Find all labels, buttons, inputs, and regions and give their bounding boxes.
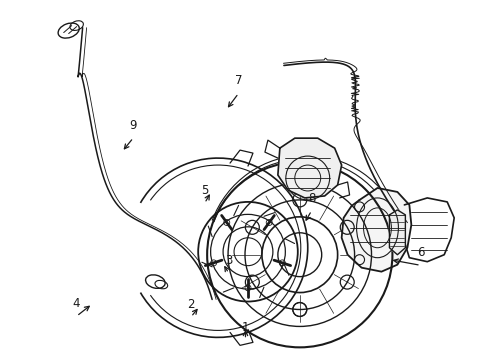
Text: 9: 9 <box>129 119 137 132</box>
Polygon shape <box>388 210 405 255</box>
Text: 8: 8 <box>307 192 315 204</box>
Text: 1: 1 <box>241 321 249 334</box>
Text: 6: 6 <box>416 246 424 259</box>
Text: 7: 7 <box>234 74 242 87</box>
Polygon shape <box>277 138 341 198</box>
Text: 3: 3 <box>225 254 232 267</box>
Polygon shape <box>341 188 410 272</box>
Text: 4: 4 <box>73 297 80 310</box>
Text: 5: 5 <box>201 184 208 197</box>
Text: 2: 2 <box>187 298 194 311</box>
